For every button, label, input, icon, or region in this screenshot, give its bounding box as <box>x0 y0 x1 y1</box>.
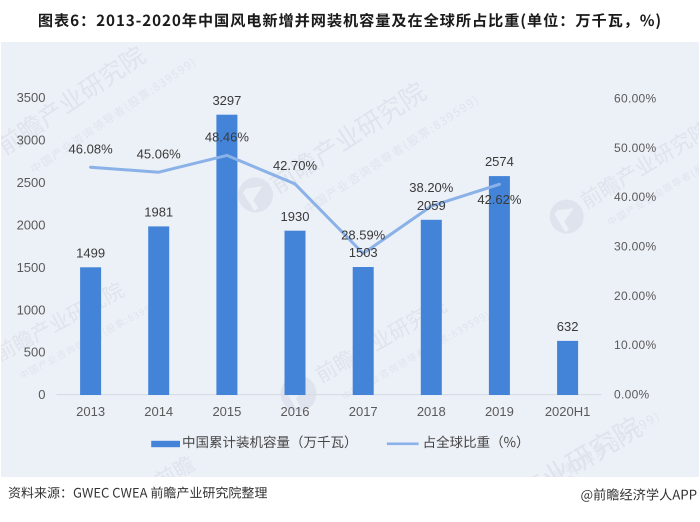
svg-text:3297: 3297 <box>212 93 241 108</box>
svg-text:2000: 2000 <box>17 217 46 232</box>
svg-text:2014: 2014 <box>144 404 173 419</box>
svg-text:1500: 1500 <box>17 260 46 275</box>
svg-text:2015: 2015 <box>212 404 241 419</box>
svg-text:46.08%: 46.08% <box>69 141 114 156</box>
svg-text:500: 500 <box>24 345 46 360</box>
svg-text:2019: 2019 <box>485 404 514 419</box>
svg-text:50.00%: 50.00% <box>614 141 657 155</box>
svg-text:48.46%: 48.46% <box>205 130 250 145</box>
svg-text:30.00%: 30.00% <box>614 240 657 254</box>
svg-text:2017: 2017 <box>349 404 378 419</box>
svg-text:3000: 3000 <box>17 133 46 148</box>
svg-text:2013: 2013 <box>76 404 105 419</box>
svg-text:2574: 2574 <box>485 154 514 169</box>
svg-text:40.00%: 40.00% <box>614 190 657 204</box>
svg-text:1000: 1000 <box>17 302 46 317</box>
svg-text:2020H1: 2020H1 <box>545 404 591 419</box>
svg-text:3500: 3500 <box>17 90 46 105</box>
svg-text:38.20%: 38.20% <box>409 180 454 195</box>
svg-text:1930: 1930 <box>281 209 310 224</box>
svg-text:10.00%: 10.00% <box>614 338 657 352</box>
svg-text:2018: 2018 <box>417 404 446 419</box>
svg-text:28.59%: 28.59% <box>341 228 386 243</box>
svg-text:60.00%: 60.00% <box>614 92 657 106</box>
svg-text:632: 632 <box>557 319 579 334</box>
svg-text:2500: 2500 <box>17 175 46 190</box>
svg-text:42.70%: 42.70% <box>273 158 318 173</box>
svg-text:20.00%: 20.00% <box>614 289 657 303</box>
svg-text:1503: 1503 <box>349 245 378 260</box>
svg-text:2059: 2059 <box>417 198 446 213</box>
svg-text:1499: 1499 <box>76 245 105 260</box>
svg-text:1981: 1981 <box>144 205 173 220</box>
svg-text:45.06%: 45.06% <box>137 146 182 161</box>
svg-text:0.00%: 0.00% <box>614 388 650 402</box>
svg-text:42.62%: 42.62% <box>477 192 522 207</box>
svg-text:2016: 2016 <box>281 404 310 419</box>
svg-text:0: 0 <box>38 387 45 402</box>
